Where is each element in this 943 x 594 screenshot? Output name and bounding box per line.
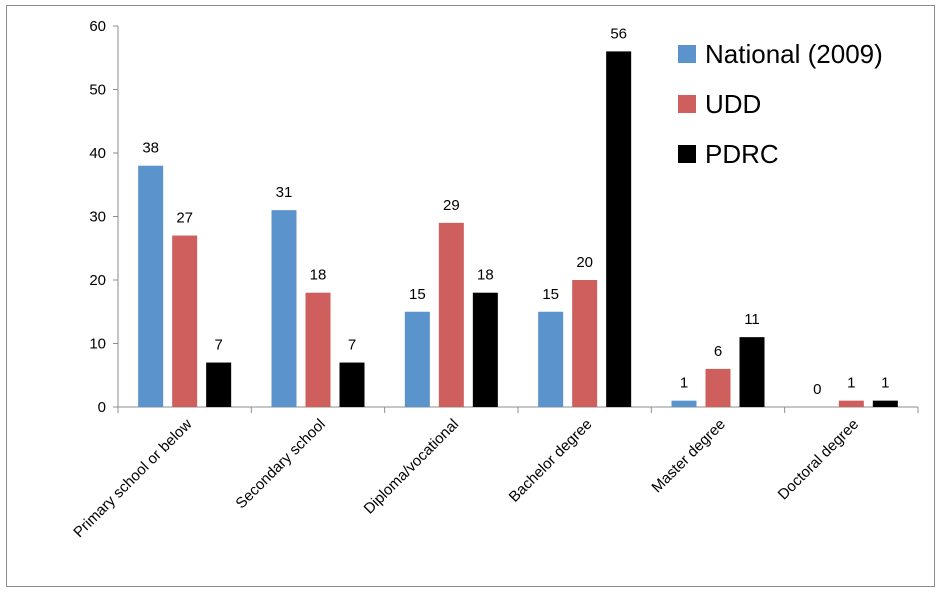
y-tick-label: 30 <box>89 209 106 226</box>
data-label: 18 <box>310 267 327 284</box>
data-label: 27 <box>176 210 193 227</box>
data-label: 15 <box>542 286 559 303</box>
x-category-label: Bachelor degree <box>506 416 596 506</box>
y-tick-label: 20 <box>89 272 106 289</box>
bar <box>172 235 198 407</box>
bar <box>872 400 898 407</box>
bar <box>138 165 164 407</box>
data-label: 0 <box>813 381 821 398</box>
data-label: 6 <box>714 343 722 360</box>
data-label: 1 <box>881 375 889 392</box>
data-label: 7 <box>214 337 222 354</box>
x-category-label: Diploma/vocational <box>361 416 463 518</box>
data-label: 56 <box>610 25 627 42</box>
y-tick-label: 10 <box>89 336 106 353</box>
bar <box>538 311 564 407</box>
bar <box>404 311 430 407</box>
bar <box>572 280 598 407</box>
bar <box>671 400 697 407</box>
data-label: 20 <box>576 254 593 271</box>
legend-swatch <box>678 95 696 113</box>
bar <box>305 292 331 407</box>
x-category-label: Primary school or below <box>70 416 195 541</box>
x-category-label: Doctoral degree <box>775 416 862 503</box>
bar <box>438 222 464 407</box>
data-label: 1 <box>680 375 688 392</box>
bar <box>472 292 498 407</box>
legend-label: National (2009) <box>705 39 883 69</box>
legend-swatch <box>678 145 696 163</box>
y-tick-label: 50 <box>89 82 106 99</box>
y-tick-label: 0 <box>98 399 106 416</box>
data-label: 15 <box>409 286 426 303</box>
y-tick-label: 40 <box>89 145 106 162</box>
bar <box>705 368 731 407</box>
bar <box>606 51 632 408</box>
x-category-label: Secondary school <box>232 416 328 512</box>
data-label: 18 <box>477 267 494 284</box>
data-label: 7 <box>348 337 356 354</box>
legend-label: PDRC <box>705 139 779 169</box>
data-label: 11 <box>744 311 760 328</box>
data-label: 31 <box>276 184 293 201</box>
x-category-label: Master degree <box>648 416 728 496</box>
chart-bars <box>138 51 898 408</box>
chart-legend: National (2009) UDD PDRC <box>678 39 883 169</box>
data-label: 38 <box>142 140 159 157</box>
data-label: 29 <box>443 197 460 214</box>
legend-label: UDD <box>705 89 761 119</box>
y-tick-label: 60 <box>89 18 106 35</box>
bar <box>739 337 765 407</box>
bar <box>339 362 365 407</box>
bar <box>206 362 232 407</box>
bar <box>271 210 297 407</box>
data-label: 1 <box>847 375 855 392</box>
legend-swatch <box>678 45 696 63</box>
bar <box>838 400 864 407</box>
